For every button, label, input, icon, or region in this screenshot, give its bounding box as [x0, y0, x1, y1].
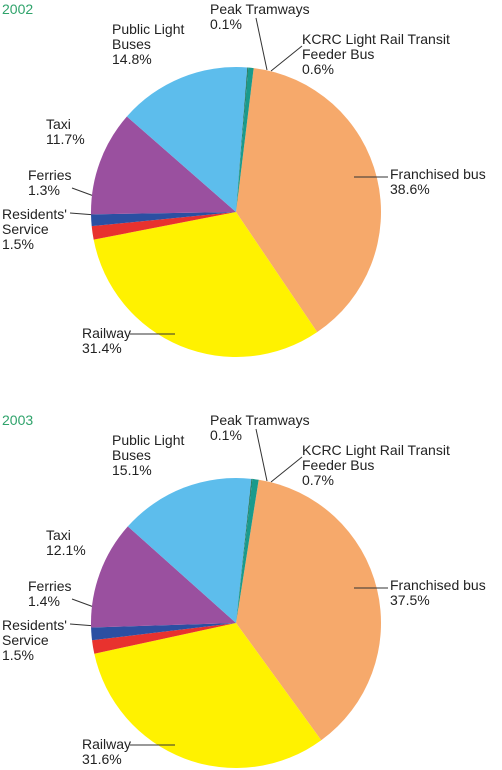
pie-slice — [91, 116, 236, 215]
pie-slice — [91, 212, 237, 240]
pie-slice — [93, 212, 318, 357]
category-name: Ferries — [28, 578, 72, 594]
category-name: Taxi — [46, 116, 71, 132]
category-name: Franchised bus — [390, 577, 486, 593]
slice-label: Peak Tramways 0.1% — [210, 413, 320, 443]
pie-slice — [236, 67, 254, 212]
value-label: 11.7% — [46, 131, 85, 147]
pie-slice — [236, 479, 381, 741]
leader-line — [270, 456, 303, 483]
category-name: Railway — [82, 325, 132, 341]
slice-label: KCRC Light Rail Transit Feeder Bus 0.6% — [302, 32, 452, 77]
slice-label: Ferries 1.4% — [28, 579, 98, 609]
category-name: Public Light Buses — [112, 21, 185, 52]
slice-label: Peak Tramways 0.1% — [210, 2, 320, 32]
value-label: 1.3% — [28, 182, 60, 198]
category-name: Peak Tramways — [210, 412, 310, 428]
category-name: KCRC Light Rail Transit Feeder Bus — [302, 31, 450, 62]
slice-label: Residents' Service 1.5% — [2, 618, 82, 663]
slice-label: Taxi 12.1% — [46, 528, 116, 558]
slice-label: Public Light Buses 15.1% — [112, 433, 192, 478]
pie-slice — [91, 212, 236, 227]
pie-slice — [126, 67, 248, 212]
chart-title: 2002 — [2, 1, 34, 17]
slice-label: Railway 31.6% — [82, 737, 162, 767]
pie-slice — [236, 68, 381, 333]
slice-label: Railway 31.4% — [82, 326, 162, 356]
value-label: 1.5% — [2, 236, 34, 252]
category-name: Peak Tramways — [210, 1, 310, 17]
value-label: 0.6% — [302, 61, 334, 77]
value-label: 0.7% — [302, 472, 334, 488]
value-label: 12.1% — [46, 542, 86, 558]
value-label: 31.4% — [82, 340, 122, 356]
category-name: Ferries — [28, 167, 72, 183]
value-label: 1.5% — [2, 647, 34, 663]
category-name: Franchised bus — [390, 166, 486, 182]
leader-line — [255, 17, 268, 71]
pie-slice — [236, 67, 249, 212]
category-name: Railway — [82, 736, 132, 752]
value-label: 38.6% — [390, 181, 430, 197]
category-name: Residents' Service — [2, 206, 67, 237]
value-label: 1.4% — [28, 593, 60, 609]
pie-slice — [92, 623, 237, 654]
slice-label: Public Light Buses 14.8% — [112, 22, 192, 67]
chart-title: 2003 — [2, 412, 34, 428]
pie-slice — [91, 623, 236, 641]
slice-label: Taxi 11.7% — [46, 117, 116, 147]
category-name: Taxi — [46, 527, 71, 543]
slice-label: Ferries 1.3% — [28, 168, 98, 198]
slice-label: Residents' Service 1.5% — [2, 207, 82, 252]
slice-label: Franchised bus 37.5% — [390, 578, 500, 608]
pie-slice — [236, 478, 259, 623]
category-name: KCRC Light Rail Transit Feeder Bus — [302, 442, 450, 473]
value-label: 31.6% — [82, 751, 122, 767]
leader-line — [255, 428, 268, 482]
slice-label: KCRC Light Rail Transit Feeder Bus 0.7% — [302, 443, 452, 488]
value-label: 0.1% — [210, 16, 242, 32]
pie-slice — [91, 526, 236, 628]
pie-slice — [236, 478, 253, 623]
leader-line — [270, 45, 303, 72]
pie-slice — [127, 478, 252, 623]
value-label: 0.1% — [210, 427, 242, 443]
pie-slice — [94, 623, 322, 768]
category-name: Public Light Buses — [112, 432, 185, 463]
value-label: 15.1% — [112, 462, 152, 478]
value-label: 37.5% — [390, 592, 430, 608]
slice-label: Franchised bus 38.6% — [390, 167, 500, 197]
category-name: Residents' Service — [2, 617, 67, 648]
value-label: 14.8% — [112, 51, 152, 67]
